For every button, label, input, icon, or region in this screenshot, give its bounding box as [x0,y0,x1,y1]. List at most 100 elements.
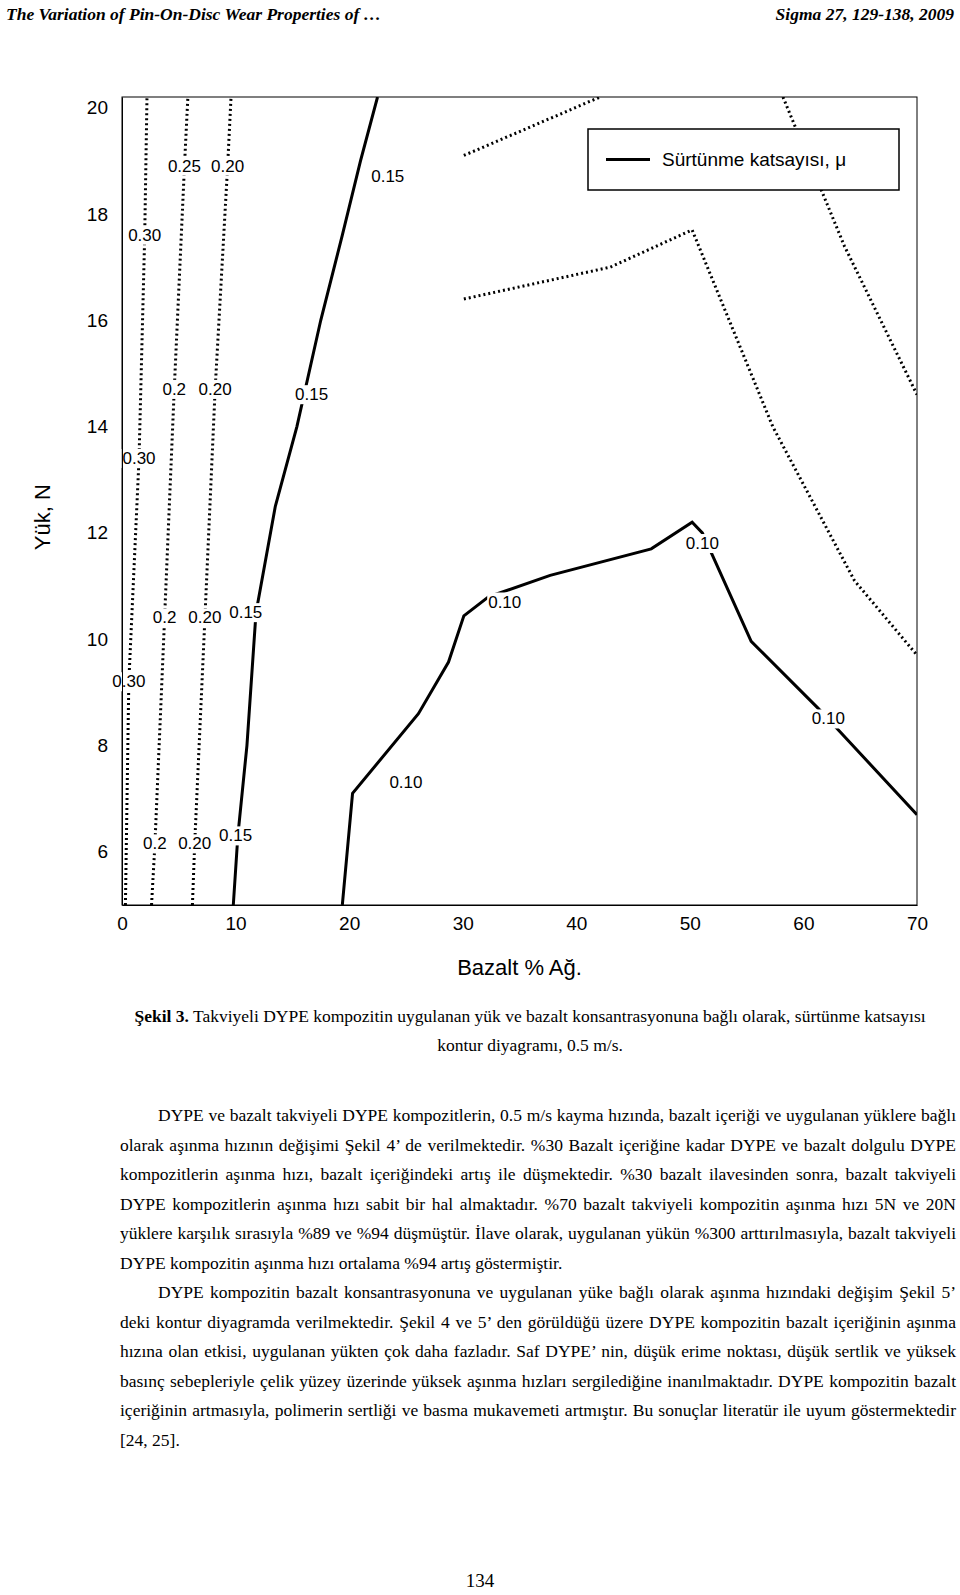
tick: 12 [87,522,122,543]
contour-label-bg [177,834,212,853]
tick: 18 [87,204,122,225]
tick: 60 [793,905,814,934]
contour-label-group: 0.2 [161,380,187,399]
tick-label: 40 [566,913,587,934]
contour-label-bg [218,826,253,845]
contour-label: 0.20 [178,834,211,853]
contour-lines [125,97,917,905]
contour-labels: 0.15 0.15 0.15 0.15 0.10 0.10 0.10 0.10 0.30 0.30… [111,157,846,854]
tick-label: 8 [97,735,108,756]
contour-label-group: 0.30 [127,226,162,245]
tick-label: 0 [117,913,128,934]
contour-label: 0.10 [389,773,422,792]
paragraph: DYPE ve bazalt takviyeli DYPE kompozitle… [120,1101,956,1278]
legend-box [588,129,899,190]
contour-label-group: 0.2 [152,608,178,627]
caption-label: Şekil 3. [134,1006,188,1026]
contour-label: 0.15 [219,826,252,845]
tick: 20 [87,97,122,118]
contour-label: 0.25 [168,157,201,176]
contour-label: 0.2 [162,380,186,399]
axis-line [123,905,918,906]
contour-label: 0.30 [122,449,155,468]
contour-label-group: 0.25 [167,157,202,176]
contour-label-bg [487,593,522,612]
contour-line [233,97,377,905]
contour-line [152,97,188,905]
tick: 0 [117,905,128,934]
contour-label-bg [142,834,168,853]
contour-label-group: 0.10 [811,709,846,728]
plot-frame [122,97,917,905]
contour-label: 0.15 [371,167,404,186]
tick: 40 [566,905,587,934]
legend-label: Sürtünme katsayısı, μ [662,149,846,170]
contour-label-group: 0.15 [294,385,329,404]
contour-label-bg [167,157,202,176]
contour-label-bg [127,226,162,245]
contour-label: 0.20 [199,380,232,399]
y-axis-title: Yük, N [30,484,55,550]
caption: Şekil 3. Takviyeli DYPE kompozitin uygul… [110,1002,950,1060]
tick-label: 20 [339,913,360,934]
contour-label: 0.30 [128,226,161,245]
contour-label-bg [187,608,222,627]
contour-label-group: 0.30 [121,449,156,468]
tick: 14 [87,416,122,437]
contour-label-bg [152,608,178,627]
contour-line [464,97,600,155]
tick: 70 [907,905,928,934]
contour-label-bg [111,672,146,691]
x-axis-title: Bazalt % Ağ. [457,955,582,980]
contour-line [464,230,917,655]
contour-line [342,522,917,905]
tick-label: 16 [87,310,108,331]
contour-label-group: 0.20 [210,157,245,176]
tick-label: 30 [453,913,474,934]
contour-label: 0.15 [229,603,262,622]
contour-label-bg [121,449,156,468]
contour-line [192,97,231,905]
contour-label-bg [161,380,187,399]
contour-label: 0.15 [295,385,328,404]
contour-label-group: 0.2 [142,834,168,853]
contour-label-bg [685,534,720,553]
tick: 16 [87,310,122,331]
contour-label-group: 0.20 [177,834,212,853]
contour-label: 0.20 [211,157,244,176]
contour-label-group: 0.10 [685,534,720,553]
tick: 10 [226,905,247,934]
axis-line [122,98,123,906]
y-axis: 6 8 10 12 14 16 18 20 [87,97,123,905]
tick-label: 50 [680,913,701,934]
tick-label: 18 [87,204,108,225]
contour-label-group: 0.15 [228,603,263,622]
tick: 8 [97,735,122,756]
contour-label-bg [210,157,245,176]
legend: Sürtünme katsayısı, μ [588,129,899,190]
contour-label-bg [811,709,846,728]
tick: 10 [87,629,122,650]
tick: 30 [453,905,474,934]
contour-line [125,97,147,905]
tick-label: 12 [87,522,108,543]
contour-label-bg [388,773,423,792]
tick-label: 70 [907,913,928,934]
tick: 50 [680,905,701,934]
page-number: 134 [0,1570,960,1592]
contour-label: 0.10 [488,593,521,612]
contour-label: 0.10 [812,709,845,728]
chart: 0.15 0.15 0.15 0.15 0.10 0.10 0.10 0.10 0.30 0.30… [0,0,960,990]
contour-label-group: 0.20 [187,608,222,627]
header-right: Sigma 27, 129-138, 2009 [776,4,954,25]
contour-label-group: 0.10 [388,773,423,792]
contour-label-group: 0.15 [218,826,253,845]
tick: 20 [339,905,360,934]
contour-label: 0.2 [143,834,167,853]
tick: 6 [97,841,122,862]
contour-label-group: 0.20 [198,380,233,399]
tick-label: 14 [87,416,109,437]
tick-label: 60 [793,913,814,934]
contour-label-group: 0.15 [370,167,405,186]
body-text: DYPE ve bazalt takviyeli DYPE kompozitle… [120,1101,956,1455]
